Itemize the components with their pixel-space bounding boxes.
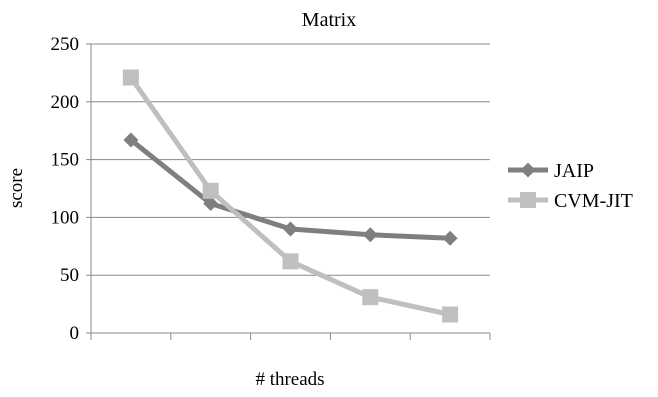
point-cvm-jit: [282, 253, 299, 270]
point-cvm-jit: [442, 306, 459, 323]
point-cvm-jit: [362, 289, 379, 306]
legend-marker: [520, 162, 536, 178]
legend-marker: [520, 192, 536, 208]
y-tick-label: 0: [70, 323, 80, 344]
point-jaip: [283, 221, 298, 237]
y-tick-label: 50: [60, 265, 79, 286]
grid-layer: [91, 43, 490, 276]
axis-layer: 0 50 100 150 200 250: [51, 34, 491, 344]
legend: JAIP CVM-JIT: [508, 160, 633, 212]
legend-label: JAIP: [554, 160, 594, 182]
point-jaip: [123, 132, 139, 148]
chart-title: Matrix: [302, 9, 356, 31]
series-layer: [122, 69, 459, 323]
point-cvm-jit: [122, 69, 139, 86]
point-jaip: [203, 196, 219, 212]
y-tick-label: 250: [51, 34, 80, 55]
x-axis-label: # threads: [255, 369, 324, 390]
point-jaip: [362, 227, 378, 243]
legend-label: CVM-JIT: [554, 190, 633, 212]
y-axis-label: score: [6, 168, 27, 208]
y-tick-label: 150: [51, 150, 80, 171]
point-jaip: [442, 230, 458, 246]
point-cvm-jit: [202, 182, 219, 199]
series-line-cvm-jit: [128, 76, 451, 317]
y-tick-label: 200: [51, 92, 80, 113]
y-tick-label: 100: [51, 207, 80, 228]
